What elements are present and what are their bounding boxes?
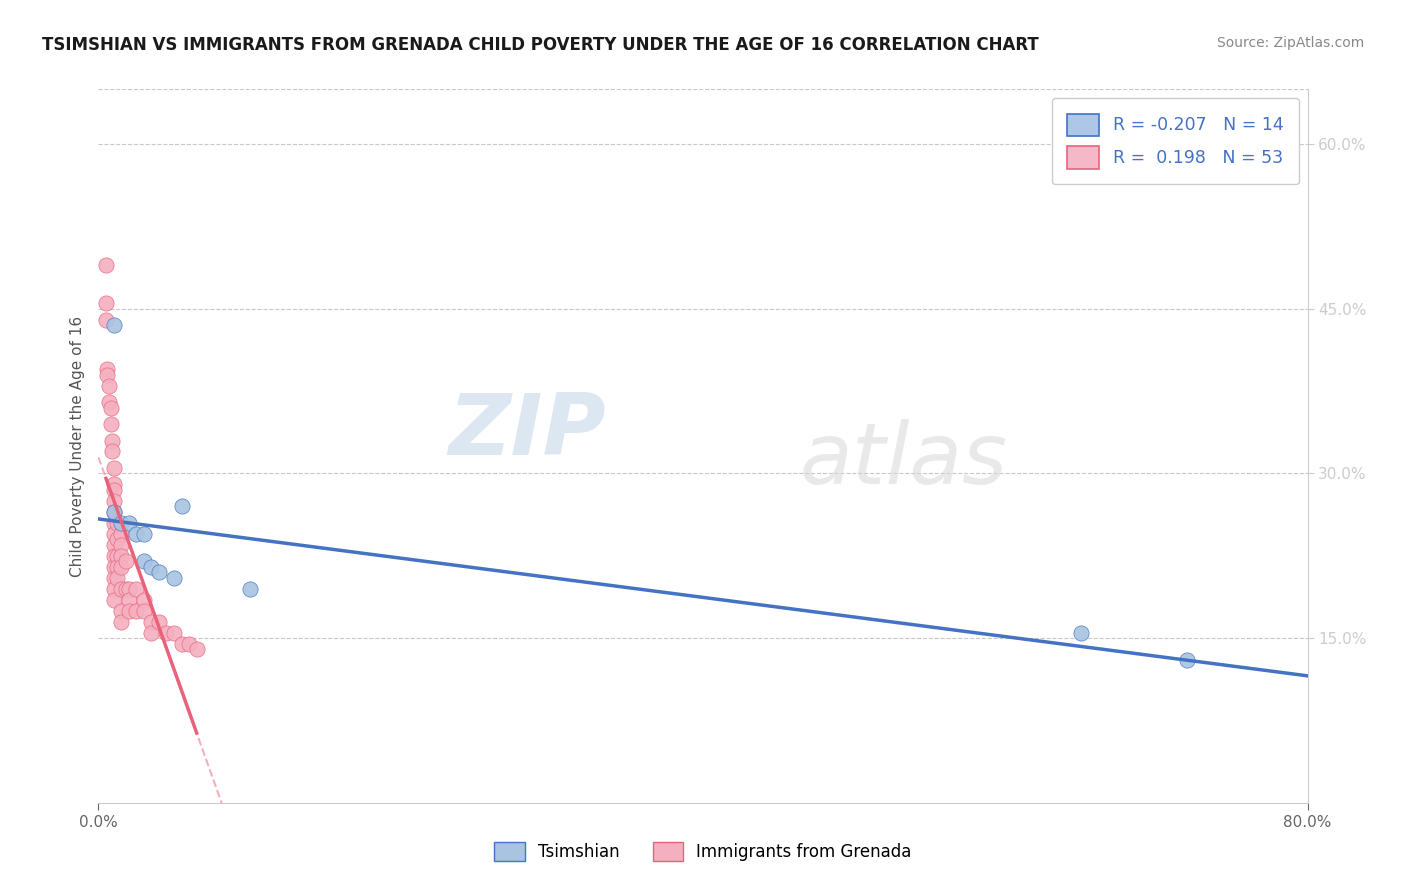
- Point: [239, 582, 262, 596]
- Point: [103, 559, 125, 574]
- Point: [179, 637, 201, 651]
- Point: [103, 549, 125, 563]
- Point: [110, 538, 132, 552]
- Point: [141, 625, 163, 640]
- Point: [103, 477, 125, 491]
- Legend: Tsimshian, Immigrants from Grenada: Tsimshian, Immigrants from Grenada: [481, 829, 925, 875]
- Point: [98, 378, 121, 392]
- Y-axis label: Child Poverty Under the Age of 16: Child Poverty Under the Age of 16: [69, 316, 84, 576]
- Point: [100, 401, 122, 415]
- Point: [103, 505, 125, 519]
- Point: [105, 571, 128, 585]
- Point: [163, 625, 186, 640]
- Point: [103, 526, 125, 541]
- Point: [100, 417, 122, 431]
- Point: [118, 592, 141, 607]
- Point: [155, 625, 177, 640]
- Point: [118, 582, 141, 596]
- Point: [125, 604, 148, 618]
- Point: [105, 516, 128, 530]
- Point: [110, 516, 132, 530]
- Text: TSIMSHIAN VS IMMIGRANTS FROM GRENADA CHILD POVERTY UNDER THE AGE OF 16 CORRELATI: TSIMSHIAN VS IMMIGRANTS FROM GRENADA CHI…: [42, 36, 1039, 54]
- Point: [103, 538, 125, 552]
- Point: [103, 582, 125, 596]
- Point: [186, 642, 208, 657]
- Text: atlas: atlas: [800, 418, 1008, 502]
- Point: [110, 582, 132, 596]
- Point: [110, 549, 132, 563]
- Point: [170, 500, 193, 514]
- Point: [96, 368, 118, 382]
- Point: [103, 494, 125, 508]
- Point: [132, 526, 155, 541]
- Point: [94, 258, 117, 272]
- Point: [110, 604, 132, 618]
- Point: [101, 444, 124, 458]
- Point: [132, 604, 155, 618]
- Point: [94, 296, 117, 310]
- Legend: R = -0.207   N = 14, R =  0.198   N = 53: R = -0.207 N = 14, R = 0.198 N = 53: [1052, 98, 1299, 184]
- Point: [148, 615, 170, 629]
- Point: [148, 566, 170, 580]
- Text: Source: ZipAtlas.com: Source: ZipAtlas.com: [1216, 36, 1364, 50]
- Point: [103, 483, 125, 497]
- Point: [125, 582, 148, 596]
- Point: [101, 434, 124, 448]
- Point: [103, 516, 125, 530]
- Point: [141, 615, 163, 629]
- Point: [96, 362, 118, 376]
- Point: [103, 571, 125, 585]
- Point: [170, 637, 193, 651]
- Point: [94, 312, 117, 326]
- Point: [118, 604, 141, 618]
- Point: [1175, 653, 1198, 667]
- Point: [105, 549, 128, 563]
- Point: [110, 526, 132, 541]
- Point: [105, 533, 128, 547]
- Point: [110, 615, 132, 629]
- Point: [103, 505, 125, 519]
- Point: [114, 582, 136, 596]
- Point: [105, 559, 128, 574]
- Point: [114, 554, 136, 568]
- Point: [98, 395, 121, 409]
- Point: [110, 559, 132, 574]
- Point: [103, 592, 125, 607]
- Point: [103, 461, 125, 475]
- Point: [103, 318, 125, 333]
- Point: [141, 559, 163, 574]
- Text: ZIP: ZIP: [449, 390, 606, 474]
- Point: [132, 554, 155, 568]
- Point: [125, 526, 148, 541]
- Point: [118, 516, 141, 530]
- Point: [132, 592, 155, 607]
- Point: [163, 571, 186, 585]
- Point: [1070, 625, 1092, 640]
